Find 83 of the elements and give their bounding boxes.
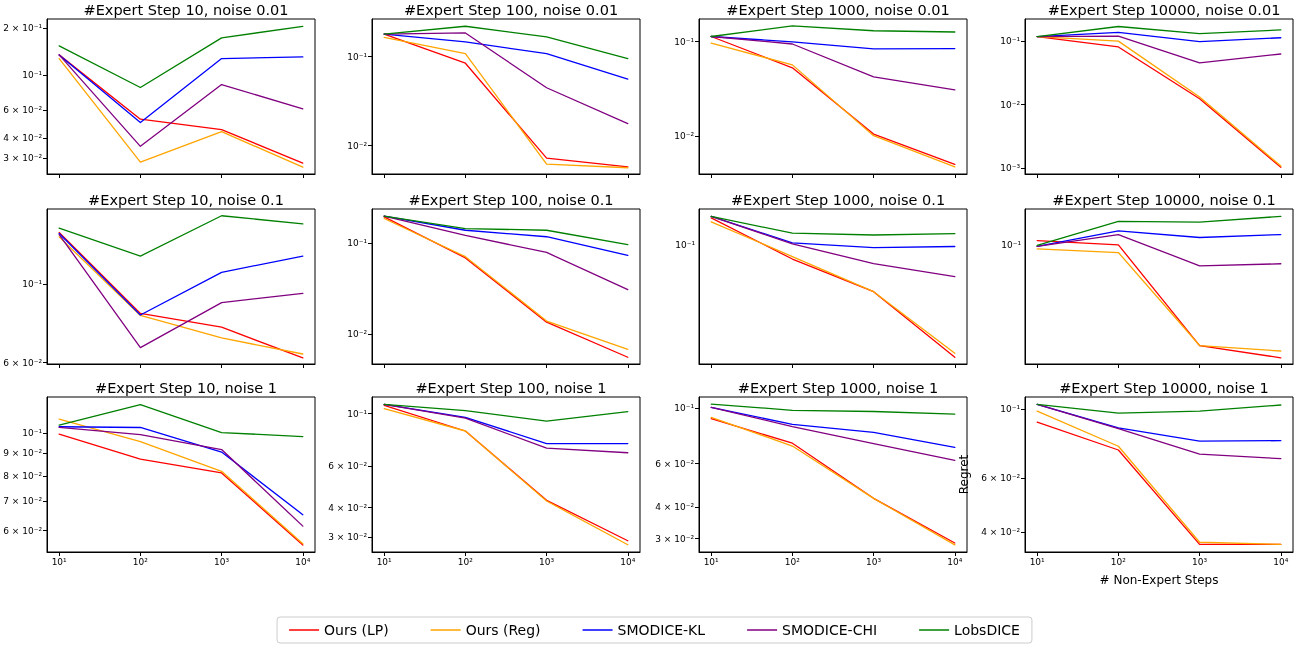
y-tick-label: 6 × 10⁻² <box>655 458 695 469</box>
x-tick-label: 10⁴ <box>1273 556 1289 567</box>
y-tick-label: 7 × 10⁻² <box>3 496 43 507</box>
x-tick-label: 10² <box>132 556 149 567</box>
chart-title: #Expert Step 10000, noise 0.01 <box>1047 1 1281 18</box>
y-tick-label: 10⁻¹ <box>1000 404 1021 415</box>
y-tick-label: 10⁻¹ <box>22 428 43 439</box>
y-tick-label: 8 × 10⁻² <box>3 470 43 481</box>
line-series <box>383 403 629 422</box>
line-series <box>58 54 304 124</box>
chart-title: #Expert Step 1000, noise 0.01 <box>726 1 950 18</box>
line-series <box>1036 403 1282 460</box>
y-tick-label: 4 × 10⁻² <box>655 502 695 513</box>
y-tick-label: 10⁻³ <box>1000 163 1021 174</box>
line-series <box>383 215 629 246</box>
x-tick-label: 10² <box>1110 556 1127 567</box>
x-tick-label: 10³ <box>1192 556 1208 567</box>
x-tick-label: 10³ <box>214 556 230 567</box>
y-tick-label: 3 × 10⁻² <box>3 152 43 163</box>
chart-title: #Expert Step 100, noise 0.01 <box>403 1 619 18</box>
x-tick-label: 10¹ <box>1029 556 1046 567</box>
chart-title: #Expert Step 100, noise 1 <box>415 379 607 396</box>
line-series <box>1036 25 1282 38</box>
y-tick-label: 10⁻² <box>674 131 695 142</box>
y-tick-label: 4 × 10⁻² <box>328 502 368 513</box>
line-series <box>1036 403 1282 414</box>
y-tick-label: 10⁻¹ <box>674 36 695 47</box>
line-series <box>383 25 629 60</box>
y-tick-label: 10⁻¹ <box>674 403 695 414</box>
x-axis-title: # Non-Expert Steps <box>1099 573 1219 587</box>
x-tick-label: 10⁴ <box>947 556 963 567</box>
legend-label: SMODICE-CHI <box>782 622 878 638</box>
chart-title: #Expert Step 10, noise 0.1 <box>88 191 284 208</box>
chart-title: #Expert Step 1000, noise 1 <box>737 379 939 396</box>
line-series <box>710 25 956 38</box>
line-series <box>58 232 304 316</box>
y-tick-label: 10⁻² <box>1000 99 1021 110</box>
x-tick-label: 10² <box>784 556 801 567</box>
chart-title: #Expert Step 10000, noise 0.1 <box>1052 191 1276 208</box>
line-series <box>383 32 629 125</box>
y-tick-label: 6 × 10⁻² <box>3 525 43 536</box>
y-tick-label: 4 × 10⁻² <box>3 133 43 144</box>
legend-label: Ours (LP) <box>324 622 389 638</box>
y-tick-label: 10⁻¹ <box>1000 36 1021 47</box>
y-tick-label: 4 × 10⁻² <box>981 527 1021 538</box>
chart-title: #Expert Step 1000, noise 0.1 <box>730 191 946 208</box>
x-tick-label: 10⁴ <box>295 556 311 567</box>
y-axis-title: Regret <box>957 454 972 495</box>
y-tick-label: 2 × 10⁻¹ <box>3 22 43 33</box>
x-tick-label: 10⁴ <box>620 556 636 567</box>
line-series <box>58 403 304 438</box>
x-tick-label: 10¹ <box>51 556 68 567</box>
y-tick-label: 3 × 10⁻² <box>655 533 695 544</box>
y-tick-label: 6 × 10⁻² <box>328 461 368 472</box>
x-tick-label: 10³ <box>866 556 882 567</box>
y-tick-label: 10⁻¹ <box>22 70 43 81</box>
y-tick-label: 6 × 10⁻² <box>981 472 1021 483</box>
legend-label: SMODICE-KL <box>617 622 706 638</box>
line-series <box>58 54 304 147</box>
chart-title: #Expert Step 10000, noise 1 <box>1059 379 1269 396</box>
legend-label: LobsDICE <box>954 622 1020 638</box>
x-tick-label: 10¹ <box>703 556 720 567</box>
y-tick-label: 10⁻¹ <box>347 408 368 419</box>
x-tick-label: 10² <box>457 556 474 567</box>
y-tick-label: 3 × 10⁻² <box>328 532 368 543</box>
chart-title: #Expert Step 10, noise 0.01 <box>83 1 289 18</box>
y-tick-label: 6 × 10⁻² <box>3 105 43 116</box>
x-tick-label: 10¹ <box>376 556 393 567</box>
y-tick-label: 6 × 10⁻² <box>3 357 43 368</box>
line-series <box>710 403 956 415</box>
x-tick-label: 10³ <box>539 556 555 567</box>
y-tick-label: 10⁻¹ <box>347 238 368 249</box>
y-tick-label: 9 × 10⁻² <box>3 448 43 459</box>
y-tick-label: 10⁻¹ <box>22 279 43 290</box>
line-series <box>58 25 304 89</box>
chart-title: #Expert Step 100, noise 0.1 <box>408 191 614 208</box>
line-series <box>58 215 304 257</box>
chart-title: #Expert Step 10, noise 1 <box>95 379 277 396</box>
legend-label: Ours (Reg) <box>465 622 541 638</box>
y-tick-label: 10⁻² <box>347 140 368 151</box>
line-series <box>710 406 956 461</box>
y-tick-label: 10⁻² <box>347 329 368 340</box>
y-tick-label: 10⁻¹ <box>347 51 368 62</box>
